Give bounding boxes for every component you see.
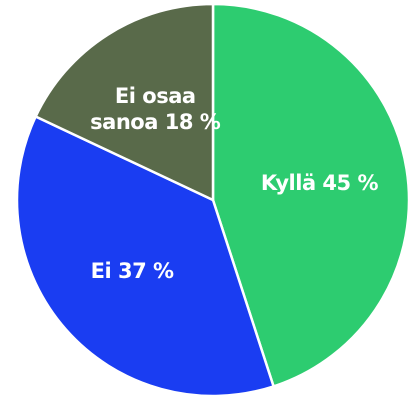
pie-slice	[34, 2, 215, 202]
slice-label: Ei osaa sanoa 18 %	[80, 83, 230, 135]
value-label: 18 %	[164, 109, 221, 134]
slice-label: Ei 37 %	[91, 258, 174, 284]
slice-label: Kyllä 45 %	[260, 170, 379, 196]
category-label: Ei	[90, 259, 112, 284]
category-label: Kyllä	[260, 171, 316, 196]
category-label: Ei osaa sanoa	[90, 83, 196, 134]
pie-slice	[211, 2, 411, 388]
value-label: 45 %	[322, 171, 379, 196]
pie-slice	[15, 115, 275, 398]
value-label: 37 %	[118, 259, 174, 284]
